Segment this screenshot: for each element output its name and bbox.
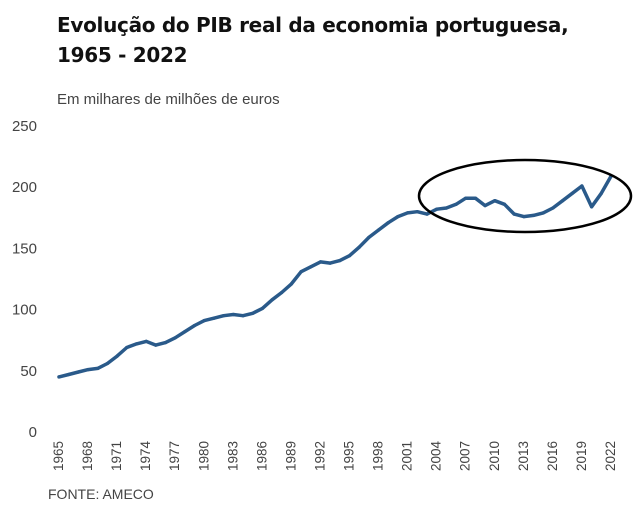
x-tick-label-2013: 2013 xyxy=(516,441,531,471)
x-tick-label-2007: 2007 xyxy=(458,441,473,471)
data-point-2007 xyxy=(464,196,468,200)
x-tick-label-2004: 2004 xyxy=(429,441,444,472)
x-tick-label-2010: 2010 xyxy=(487,441,502,471)
data-point-2012 xyxy=(512,212,516,216)
data-point-1965 xyxy=(57,375,61,379)
highlight-ellipse xyxy=(417,158,633,234)
data-point-1984 xyxy=(241,314,245,318)
data-point-2005 xyxy=(444,206,448,210)
data-point-2002 xyxy=(415,210,419,214)
y-tick-label-100: 100 xyxy=(12,302,37,319)
data-point-2000 xyxy=(396,215,400,219)
x-tick-label-2001: 2001 xyxy=(400,441,415,471)
data-point-1992 xyxy=(318,260,323,264)
x-tick-label-2022: 2022 xyxy=(603,441,618,471)
data-point-1968 xyxy=(86,368,90,372)
y-tick-label-150: 150 xyxy=(12,240,37,257)
data-point-1974 xyxy=(144,339,148,343)
x-tick-label-1998: 1998 xyxy=(371,441,386,471)
data-point-1972 xyxy=(125,345,129,350)
annotation-layer xyxy=(417,158,633,234)
data-point-1976 xyxy=(163,341,168,345)
data-point-1990 xyxy=(299,270,303,274)
data-point-2014 xyxy=(531,213,536,217)
data-point-2019 xyxy=(580,184,584,188)
data-point-2013 xyxy=(522,215,526,219)
series-layer xyxy=(57,174,613,379)
y-tick-label-0: 0 xyxy=(29,424,37,441)
data-point-1978 xyxy=(183,330,187,334)
data-point-2016 xyxy=(551,206,555,210)
data-point-2004 xyxy=(435,207,439,211)
data-point-2009 xyxy=(483,204,487,208)
data-point-1971 xyxy=(115,354,119,358)
x-tick-label-1977: 1977 xyxy=(167,441,182,471)
data-point-1989 xyxy=(289,282,293,286)
data-point-1977 xyxy=(173,336,177,340)
y-axis-ticks: 0 50 100 150 200 250 xyxy=(12,118,37,441)
x-tick-label-2019: 2019 xyxy=(574,441,589,471)
x-axis-ticks: 1965 1968 1971 1974 1977 1980 1983 1986 1989 1992… xyxy=(51,441,618,472)
data-point-2020 xyxy=(590,205,594,209)
x-tick-label-2016: 2016 xyxy=(545,441,560,471)
data-point-1985 xyxy=(251,311,255,315)
chart-subtitle: Em milhares de milhões de euros xyxy=(57,91,280,108)
chart-title-line-2: 1965 - 2022 xyxy=(57,43,188,67)
data-point-1988 xyxy=(280,290,284,295)
x-tick-label-1965: 1965 xyxy=(51,441,66,471)
data-point-2003 xyxy=(425,212,429,216)
data-point-1997 xyxy=(367,235,371,239)
data-point-1980 xyxy=(202,319,206,323)
chart-title: Evolução do PIB real da economia portugu… xyxy=(57,10,617,70)
x-tick-label-1980: 1980 xyxy=(196,441,211,471)
data-point-1979 xyxy=(193,323,197,328)
data-point-2006 xyxy=(454,202,458,206)
data-point-1966 xyxy=(67,372,71,377)
data-point-1998 xyxy=(377,228,381,232)
data-point-1982 xyxy=(222,314,226,318)
x-tick-label-1986: 1986 xyxy=(254,441,269,471)
data-point-1981 xyxy=(212,316,216,320)
data-point-2021 xyxy=(599,191,603,195)
data-point-1973 xyxy=(134,342,139,346)
data-point-1999 xyxy=(386,221,390,225)
data-point-2015 xyxy=(541,211,545,215)
y-tick-label-50: 50 xyxy=(20,363,37,380)
data-point-2001 xyxy=(406,211,410,215)
y-tick-label-250: 250 xyxy=(12,118,37,135)
data-point-1967 xyxy=(76,370,80,374)
series-line-pib xyxy=(57,174,613,379)
data-point-1970 xyxy=(105,361,109,366)
x-tick-label-1995: 1995 xyxy=(342,441,357,471)
data-point-1994 xyxy=(338,259,342,263)
x-tick-label-1992: 1992 xyxy=(312,441,327,471)
x-tick-label-1971: 1971 xyxy=(109,441,124,471)
data-point-2017 xyxy=(561,199,565,203)
data-point-1983 xyxy=(231,312,235,317)
x-tick-label-1968: 1968 xyxy=(80,441,95,471)
data-point-1996 xyxy=(357,245,361,249)
x-tick-label-1989: 1989 xyxy=(283,441,298,471)
data-point-2018 xyxy=(570,191,574,195)
data-point-1991 xyxy=(309,265,313,269)
data-point-2011 xyxy=(502,202,507,206)
data-point-1987 xyxy=(270,298,274,302)
data-point-2010 xyxy=(493,199,497,203)
data-point-1993 xyxy=(328,261,332,265)
y-tick-label-200: 200 xyxy=(12,179,37,196)
data-point-1995 xyxy=(347,254,352,258)
data-point-2008 xyxy=(473,196,477,200)
source-note: FONTE: AMECO xyxy=(48,486,154,502)
data-point-1975 xyxy=(154,343,158,347)
x-tick-label-1974: 1974 xyxy=(138,441,153,472)
chart-title-line-1: Evolução do PIB real da economia portugu… xyxy=(57,13,569,37)
data-point-1986 xyxy=(260,306,264,310)
data-point-1969 xyxy=(96,366,100,370)
x-tick-label-1983: 1983 xyxy=(225,441,240,471)
